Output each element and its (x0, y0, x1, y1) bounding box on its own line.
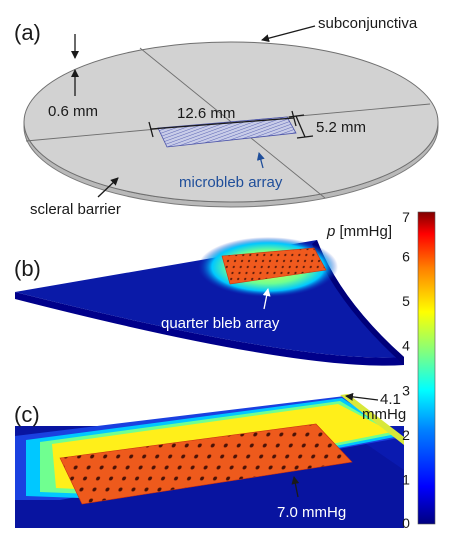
panel-c: (c) 4.1 mmHg 7.0 mmHg (14, 391, 406, 528)
edge-unit-label: mmHg (362, 406, 406, 423)
length-dimension (150, 117, 295, 130)
panel-b: (b) quarter bleb array (14, 237, 404, 366)
length-label: 12.6 mm (177, 105, 235, 122)
max-arrow (291, 476, 300, 498)
side-face (340, 394, 404, 445)
bleb-array (59, 423, 353, 505)
colorbar-tick-label: 1 (402, 471, 410, 487)
edge-arrow (345, 392, 379, 401)
length-tick (291, 110, 297, 127)
scleral-label: scleral barrier (30, 201, 121, 218)
quarter-arrow (262, 288, 271, 310)
width-tick (296, 135, 314, 139)
microbleb-label: microbleb array (179, 174, 283, 191)
panel-b-label: (b) (14, 256, 41, 281)
microbleb-array (157, 116, 297, 148)
colorbar-bar (417, 211, 436, 525)
quarter-label: quarter bleb array (161, 315, 280, 332)
quarter-side (15, 292, 404, 366)
scleral-arrow (97, 177, 119, 198)
width-label: 5.2 mm (316, 119, 366, 136)
microbleb-arrow (256, 152, 265, 169)
colorbar-tick-label: 3 (402, 382, 410, 398)
subconjunctiva-label: subconjunctiva (318, 15, 418, 32)
panel-a-label: (a) (14, 20, 41, 45)
colorbar-tick-label: 6 (402, 249, 410, 265)
colorbar-tick-label: 7 (402, 209, 410, 225)
panel-a: (a) subconjunctiva 0.6 mm 12.6 mm 5.2 mm… (14, 15, 439, 218)
colorbar-tick-label: 5 (402, 293, 410, 309)
edge-value-label: 4.1 (380, 391, 401, 408)
colorbar: p [mmHg] 7 6 5 4 3 2 1 0 (326, 209, 436, 531)
thickness-label: 0.6 mm (48, 103, 98, 120)
colorbar-tick-label: 2 (402, 427, 410, 443)
colorbar-tick-label: 4 (402, 338, 410, 354)
colorbar-unit: [mmHg] (335, 223, 392, 240)
panel-c-label: (c) (14, 402, 40, 427)
colorbar-tick-label: 0 (402, 515, 410, 531)
quarter-bleb-array (221, 247, 327, 285)
width-dimension (295, 115, 306, 138)
length-tick (148, 121, 154, 138)
max-value-label: 7.0 mmHg (277, 504, 346, 521)
subconjunctiva-arrow (261, 25, 316, 43)
width-tick (288, 114, 305, 118)
colorbar-ticks: 7 6 5 4 3 2 1 0 (402, 209, 410, 531)
colorbar-var: p (326, 223, 335, 240)
colorbar-title: p [mmHg] (326, 223, 392, 240)
